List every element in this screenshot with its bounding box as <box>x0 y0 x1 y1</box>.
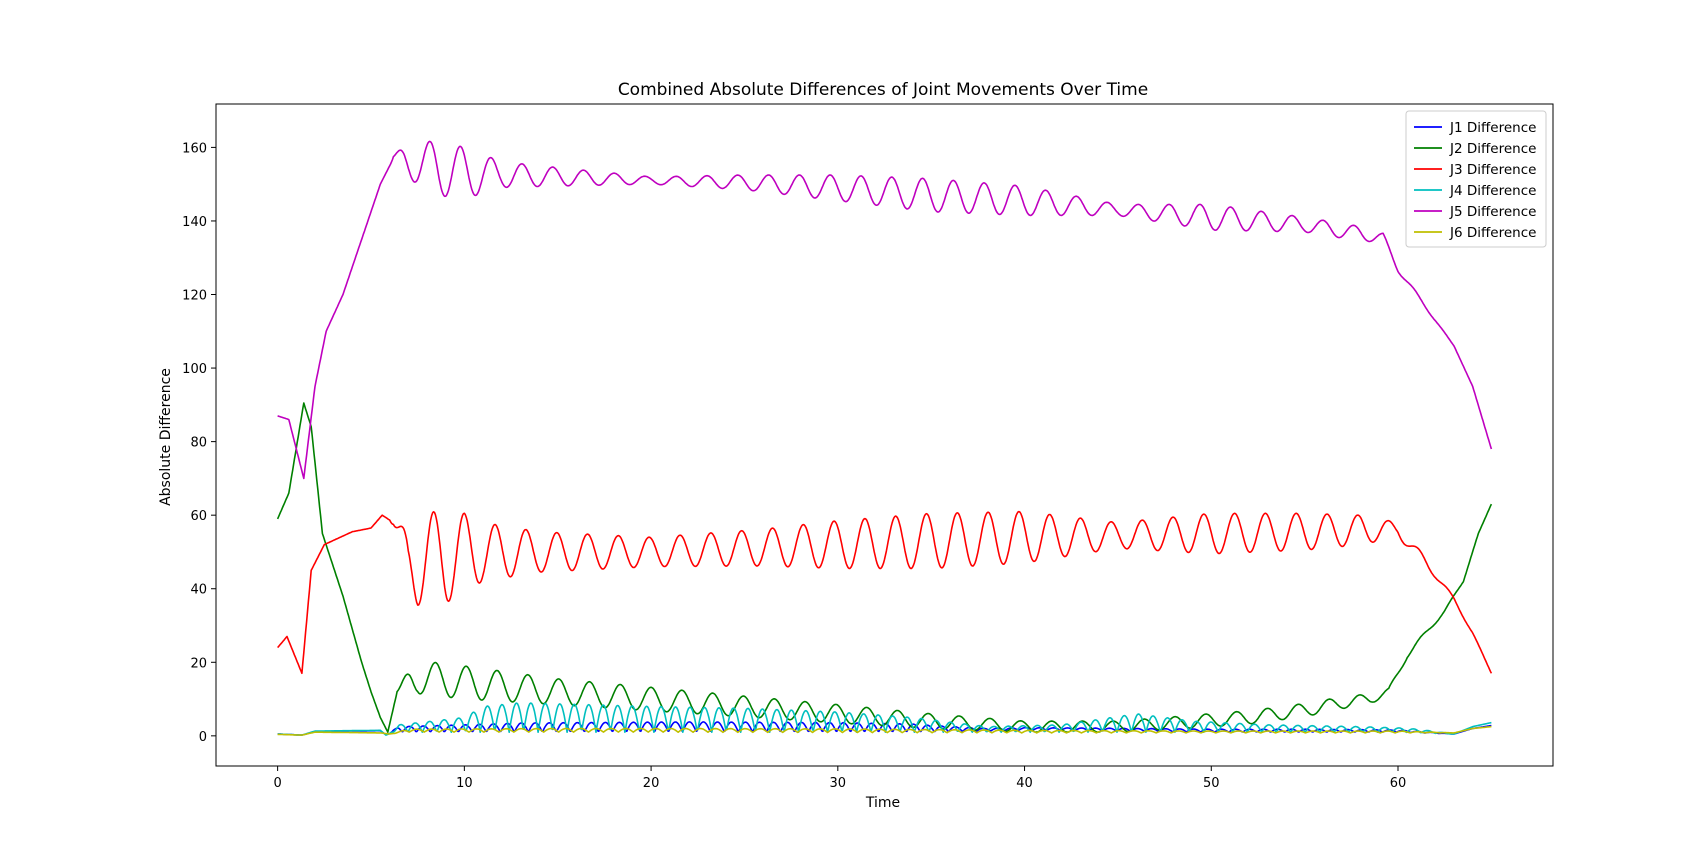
legend-label: J1 Difference <box>1449 120 1536 136</box>
legend-label: J4 Difference <box>1449 183 1536 199</box>
series-line-j2 <box>276 402 1493 733</box>
y-tick-label: 120 <box>182 289 207 304</box>
y-tick-label: 140 <box>182 215 207 230</box>
x-tick-label: 60 <box>1390 776 1407 791</box>
y-tick-label: 80 <box>190 436 207 451</box>
y-tick-label: 40 <box>190 583 207 598</box>
legend-label: J6 Difference <box>1449 225 1536 241</box>
axes-frame <box>215 103 1554 767</box>
legend: J1 Difference J2 Difference J3 Difference J… <box>1405 110 1547 248</box>
legend-item: J1 Difference <box>1414 120 1536 136</box>
legend-label: J3 Difference <box>1449 162 1536 178</box>
y-tick-label: 60 <box>190 509 207 524</box>
legend-item: J3 Difference <box>1414 162 1536 178</box>
x-tick-label: 40 <box>1016 776 1033 791</box>
x-tick-label: 10 <box>456 776 473 791</box>
y-tick-label: 100 <box>182 362 207 377</box>
series-line-j5 <box>277 140 1493 480</box>
x-tick-label: 0 <box>273 776 281 791</box>
legend-label: J2 Difference <box>1449 141 1536 157</box>
legend-item: J2 Difference <box>1414 141 1536 157</box>
legend-item: J6 Difference <box>1414 225 1536 241</box>
x-tick-label: 30 <box>830 776 847 791</box>
y-tick-label: 20 <box>190 656 207 671</box>
y-tick-label: 0 <box>199 730 207 745</box>
chart-title: Combined Absolute Differences of Joint M… <box>618 80 1148 100</box>
legend-box <box>1405 110 1547 248</box>
x-axis-label: Time <box>865 795 900 811</box>
y-axis-label: Absolute Difference <box>158 368 174 506</box>
y-tick-label: 160 <box>182 141 207 156</box>
legend-item: J5 Difference <box>1414 204 1536 220</box>
series-line-j6 <box>277 725 1492 736</box>
x-tick-label: 50 <box>1203 776 1220 791</box>
legend-label: J5 Difference <box>1449 204 1536 220</box>
series-lines <box>276 140 1493 736</box>
x-tick-label: 20 <box>643 776 660 791</box>
legend-item: J4 Difference <box>1414 183 1536 199</box>
plot-area: 0 10 20 30 40 50 60 0 20 40 60 80 100 120 140 160 <box>182 103 1554 791</box>
series-line-j3 <box>277 510 1493 675</box>
